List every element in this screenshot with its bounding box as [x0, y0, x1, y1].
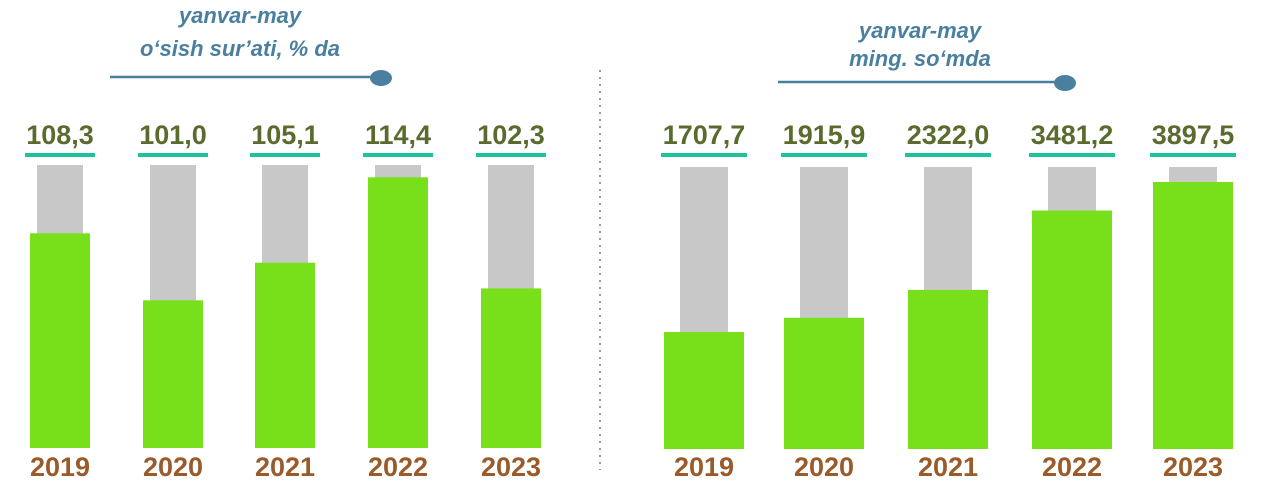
chart-subtitle: o‘sish sur’ati, % da	[140, 36, 340, 61]
value-underline	[363, 153, 433, 157]
value-underline	[1029, 153, 1115, 157]
value-underline	[138, 153, 208, 157]
x-tick-label: 2019	[674, 452, 734, 482]
x-tick-label: 2020	[794, 452, 854, 482]
value-underline	[905, 153, 991, 157]
value-underline	[1150, 153, 1236, 157]
x-tick-label: 2021	[255, 452, 315, 482]
value-label: 3481,2	[1031, 120, 1114, 150]
bar	[255, 262, 315, 448]
x-tick-label: 2022	[368, 452, 428, 482]
x-tick-label: 2023	[1163, 452, 1223, 482]
value-label: 105,1	[251, 120, 319, 150]
value-label: 1707,7	[663, 120, 746, 150]
value-label: 3897,5	[1152, 120, 1235, 150]
bar	[30, 233, 90, 448]
chart-title: yanvar-may	[858, 18, 983, 43]
bar	[1153, 182, 1233, 449]
x-tick-label: 2021	[918, 452, 978, 482]
x-tick-label: 2023	[481, 452, 541, 482]
bar	[908, 289, 988, 449]
value-underline	[781, 153, 867, 157]
value-label: 108,3	[26, 120, 94, 150]
chart-subtitle: ming. so‘mda	[849, 46, 991, 71]
bar	[664, 332, 744, 449]
value-label: 2322,0	[907, 120, 990, 150]
x-tick-label: 2020	[143, 452, 203, 482]
x-tick-label: 2019	[30, 452, 90, 482]
value-underline	[476, 153, 546, 157]
bar	[784, 317, 864, 449]
title-dot	[370, 70, 392, 86]
value-label: 114,4	[365, 120, 431, 150]
bar	[1032, 210, 1112, 449]
title-dot	[1054, 75, 1076, 91]
value-label: 1915,9	[783, 120, 866, 150]
value-label: 102,3	[477, 120, 545, 150]
bar	[368, 177, 428, 448]
value-underline	[250, 153, 320, 157]
value-underline	[25, 153, 95, 157]
chart-title: yanvar-may	[178, 3, 303, 28]
x-tick-label: 2022	[1042, 452, 1102, 482]
bar	[481, 288, 541, 448]
value-label: 101,0	[139, 120, 207, 150]
bar	[143, 300, 203, 448]
value-underline	[661, 153, 747, 157]
